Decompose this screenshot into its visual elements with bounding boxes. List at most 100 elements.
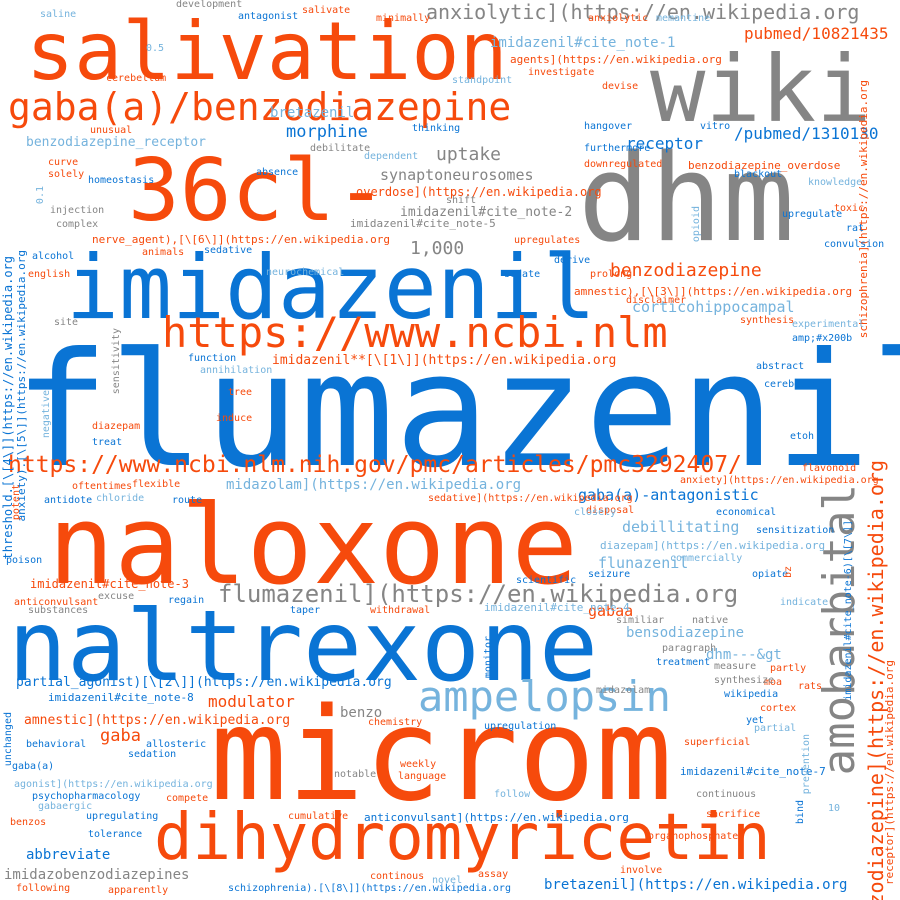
word-small: poison <box>6 555 43 566</box>
word-small: opioid <box>691 206 702 243</box>
word-dhm-gt: dhm---&gt <box>706 647 782 663</box>
word-small: similiar <box>616 615 665 626</box>
word-small: unchanged <box>3 712 14 767</box>
word-small: absence <box>256 167 299 178</box>
word-small: following <box>16 883 71 894</box>
word-small: induce <box>216 413 253 424</box>
word-imidazenil-cite5: imidazenil#cite_note-5 <box>350 217 496 230</box>
word-small: gaba(a) <box>12 761 55 772</box>
word-small: chemistry <box>368 717 423 728</box>
word-imidazenil-cite2: imidazenil#cite_note-2 <box>400 205 573 220</box>
word-small: toxic <box>834 203 865 214</box>
word-gabaa: gabaa <box>588 602 634 620</box>
word-small: partial <box>754 723 797 734</box>
word-small: potent <box>11 484 22 521</box>
word-small: sensitivity <box>111 328 122 395</box>
word-small: notable <box>334 769 377 780</box>
word-small: psychopharmacology <box>32 791 141 802</box>
word-small: cumulative <box>288 811 349 822</box>
word-imidazenil-cite3: imidazenil#cite_note-3 <box>30 577 189 591</box>
word-small: convulsion <box>824 239 885 250</box>
word-small: animals <box>142 247 185 258</box>
word-midazolam-wiki: midazolam](https://en.wikipedia.org <box>226 477 522 493</box>
word-flumazenil: flumazenil <box>14 319 900 503</box>
word-small: prevention <box>801 734 812 795</box>
word-small: amp;#x200b <box>792 333 853 344</box>
word-small: devise <box>602 81 639 92</box>
word-small: sacrifice <box>706 809 761 820</box>
word-anxiety5-wiki: anxiety).[\[5\]](https://en.wikipedia.or… <box>15 250 28 522</box>
word-small: withdrawal <box>370 605 431 616</box>
word-small: investigate <box>528 67 595 78</box>
word-benzodiazepine-receptor: benzodiazepine_receptor <box>26 135 207 150</box>
word-small: regain <box>168 595 205 606</box>
word-small: bz <box>783 566 794 579</box>
word-small: treatment <box>656 657 711 668</box>
word-abbreviate: abbreviate <box>26 847 111 863</box>
word-small: flexible <box>132 479 181 490</box>
word-small: commercially <box>670 553 743 564</box>
word-gaba: gaba <box>100 726 141 746</box>
word-small: 10 <box>828 803 841 814</box>
word-small: tree <box>228 387 253 398</box>
word-ncbi-pmc: https://www.ncbi.nlm.nih.gov/pmc/article… <box>8 452 742 478</box>
word-amnestic3-wiki: amnestic),[\[3\]](https://en.wikipedia.o… <box>574 285 853 298</box>
word-small: allosteric <box>146 739 207 750</box>
word-small: neurochemical <box>266 267 345 278</box>
word-imidazenil-cite8: imidazenil#cite_note-8 <box>48 691 194 704</box>
word-small: yet <box>746 715 765 726</box>
word-small: diazepam <box>92 421 141 432</box>
word-small: experimental <box>792 319 865 330</box>
word-anxiety-wiki: anxiety](https://en.wikipedia.org <box>680 475 879 486</box>
word-small: oftentimes <box>72 481 133 492</box>
word-agonist-wiki: agonist](https://en.wikipedia.org <box>14 779 213 790</box>
word-small: continuous <box>696 789 757 800</box>
word-small: organophosphate <box>648 831 739 842</box>
word-dihydromyricetin: dihydromyricetin <box>154 801 771 875</box>
word-small: rat <box>846 223 865 234</box>
word-small: blackout <box>734 169 783 180</box>
word-small: injection <box>50 205 105 216</box>
word-small: sensitization <box>756 525 835 536</box>
word-small: weekly <box>400 759 437 770</box>
word-bretazenil-wiki: bretazenil](https://en.wikipedia.org <box>544 877 848 893</box>
word-imidazenil-star: imidazenil**[\[1\]](https://en.wikipedia… <box>272 353 617 368</box>
word-small: scientific <box>516 575 577 586</box>
word-small: etoh <box>790 431 815 442</box>
word-imidazenil-cite4: imidazenil#cite_note-4 <box>484 601 630 614</box>
word-small: function <box>188 353 237 364</box>
word-anticonvulsant-wiki: anticonvulsant](https://en.wikipedia.org <box>364 811 629 824</box>
word-flumazenil-wiki: flumazenil](https://en.wikipedia.org <box>218 580 739 608</box>
word-agents-wiki: agents](https://en.wikipedia.org <box>510 53 722 66</box>
word-sedative-wiki: sedative](https://en.wikipedia.org <box>428 493 633 504</box>
word-small: superficial <box>684 737 751 748</box>
word-small: paragraph <box>662 643 717 654</box>
word-small: vitro <box>700 121 731 132</box>
word-uptake: uptake <box>436 144 502 165</box>
word-small: annihilation <box>200 365 273 376</box>
word-pubmed-10821435: pubmed/10821435 <box>744 24 889 43</box>
word-small: furthermore <box>584 143 651 154</box>
word-small: disposal <box>586 505 635 516</box>
word-wiki: wiki <box>650 36 872 143</box>
word-small: alcohol <box>32 251 75 262</box>
word-small: unusual <box>90 125 133 136</box>
word-small: language <box>398 771 447 782</box>
word-receptor: receptor <box>626 134 704 153</box>
word-imidazenil-cite7: imidazenil#cite_note-7 <box>680 765 826 778</box>
word-modulator: modulator <box>208 692 295 711</box>
word-small: derive <box>554 255 591 266</box>
word-flunazenil: flunazenil <box>598 554 689 572</box>
word-small: 0.5 <box>146 43 165 54</box>
word-small: curve <box>48 157 79 168</box>
word-small: flavonoid <box>802 463 857 474</box>
word-small: disclaimer <box>626 295 687 306</box>
word-small: dependent <box>364 151 419 162</box>
word-small: antidote <box>44 495 93 506</box>
word-small: continous <box>370 871 425 882</box>
word-bensodiazepine: bensodiazepine <box>626 625 745 641</box>
word-small: abstract <box>756 361 805 372</box>
word-small: cerebellum <box>106 73 167 84</box>
word-dhm: dhm <box>578 130 795 269</box>
word-small: seizure <box>588 569 631 580</box>
